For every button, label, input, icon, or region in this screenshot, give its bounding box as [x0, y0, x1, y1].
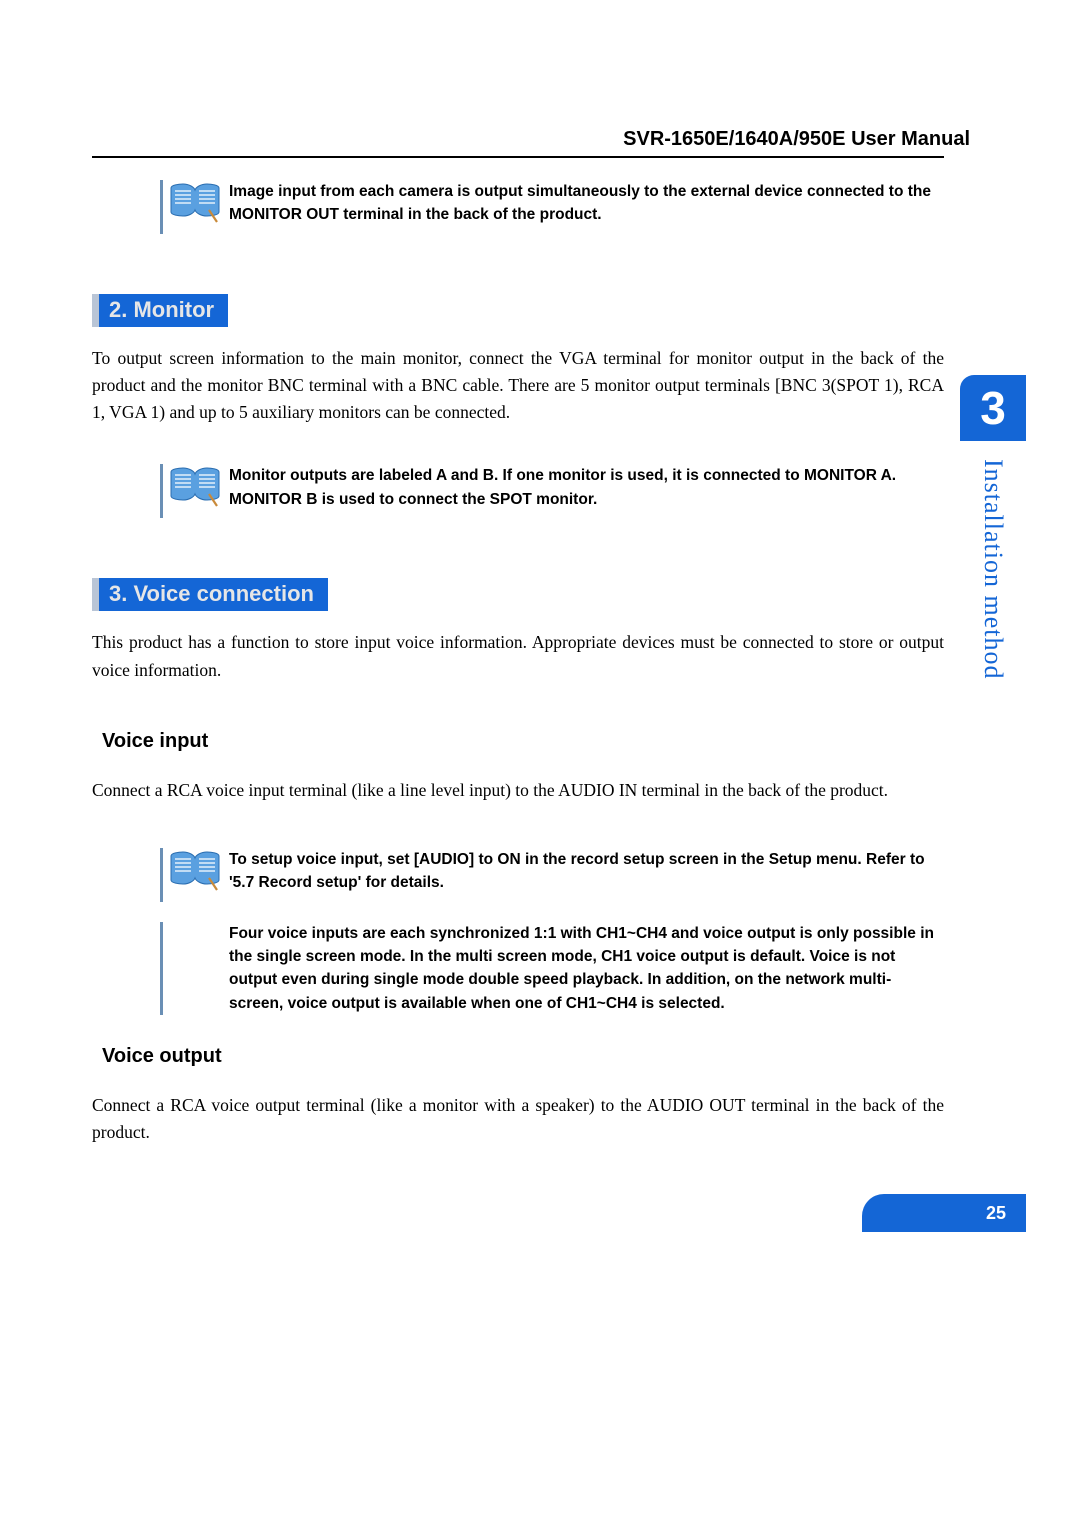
sub-heading-voice-output: Voice output: [102, 1045, 944, 1068]
chapter-label: Installation method: [978, 459, 1008, 679]
voice-body: This product has a function to store inp…: [92, 629, 944, 683]
note-monitor-outputs: Monitor outputs are labeled A and B. If …: [160, 464, 944, 518]
page-number: 25: [986, 1203, 1006, 1224]
page: SVR-1650E/1640A/950E User Manual Image i…: [0, 0, 1080, 1514]
section-heading-voice: 3. Voice connection: [92, 578, 328, 611]
book-icon: [169, 182, 221, 224]
voice-input-body: Connect a RCA voice input terminal (like…: [92, 777, 944, 804]
page-number-tab: 25: [862, 1194, 1026, 1232]
note-monitor-outputs-text: Monitor outputs are labeled A and B. If …: [229, 464, 944, 511]
chapter-tab: 3 Installation method: [960, 375, 1026, 761]
section-heading-monitor: 2. Monitor: [92, 294, 228, 327]
monitor-body: To output screen information to the main…: [92, 345, 944, 426]
chapter-tab-number-box: 3: [960, 375, 1026, 441]
sub-heading-voice-input: Voice input: [102, 730, 944, 753]
header-divider: [92, 156, 944, 158]
note-voice-sync: Four voice inputs are each synchronized …: [160, 922, 944, 1015]
document-header-title: SVR-1650E/1640A/950E User Manual: [623, 128, 970, 151]
content-area: Image input from each camera is output s…: [92, 170, 944, 1156]
note-image-input: Image input from each camera is output s…: [160, 180, 944, 234]
book-icon: [169, 466, 221, 508]
chapter-number: 3: [980, 381, 1006, 435]
voice-output-body: Connect a RCA voice output terminal (lik…: [92, 1092, 944, 1146]
note-image-input-text: Image input from each camera is output s…: [229, 180, 944, 227]
note-voice-setup: To setup voice input, set [AUDIO] to ON …: [160, 848, 944, 902]
note-voice-setup-text: To setup voice input, set [AUDIO] to ON …: [229, 848, 944, 895]
chapter-tab-label-box: Installation method: [960, 441, 1026, 761]
book-icon: [169, 850, 221, 892]
note-voice-sync-text: Four voice inputs are each synchronized …: [229, 922, 944, 1015]
